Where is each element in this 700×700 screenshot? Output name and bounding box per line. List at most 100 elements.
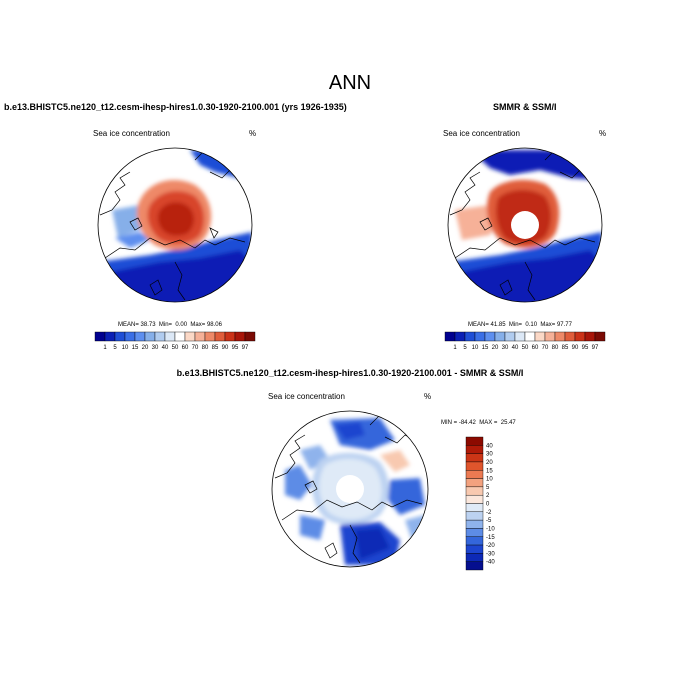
- panel3-colorbar-tick-label: -15: [486, 535, 495, 541]
- panel3-colorbar-tick-label: 10: [486, 477, 493, 483]
- panel2-colorbar-tick-label: 80: [552, 345, 559, 351]
- panel3-colorbar-tick-label: 0: [486, 502, 490, 508]
- panel1-colorbar-tick-label: 60: [182, 345, 189, 351]
- panel2-colorbar-tick-label: 1: [453, 345, 457, 351]
- panel1-colorbar-tick-label: 95: [232, 345, 239, 351]
- panel3-colorbar-tick-label: -2: [486, 510, 492, 516]
- panel2-colorbar-tick-label: 97: [592, 345, 599, 351]
- panel3-colorbar-swatch: [465, 445, 484, 454]
- panel2-colorbar: 1 5 10 15 20 30 40 50 60 70 80 85 90 95 97: [444, 331, 606, 351]
- panel2-colorbar-swatch: [454, 331, 466, 342]
- panel1-colorbar-tick-label: 30: [152, 345, 159, 351]
- panel3-colorbar-swatch: [465, 553, 484, 562]
- panel1-colorbar-tick-label: 80: [202, 345, 209, 351]
- panel1-colorbar-swatch: [134, 331, 146, 342]
- panel3-title: b.e13.BHISTC5.ne120_t12.cesm-ihesp-hires…: [176, 368, 524, 378]
- panel1-colorbar-tick-label: 1: [103, 345, 107, 351]
- panel2-map: [448, 148, 602, 302]
- panel1-colorbar-swatch: [194, 331, 206, 342]
- panel3-colorbar-swatch: [465, 561, 484, 571]
- panel2-colorbar-swatch: [504, 331, 516, 342]
- panel3-colorbar-swatch: [465, 544, 484, 554]
- panel3-colorbar-tick-label: -5: [486, 518, 492, 524]
- panel3-colorbar-tick-label: 30: [486, 452, 493, 458]
- panel2-colorbar-tick-label: 20: [492, 345, 499, 351]
- panel1-stats: MEAN= 38.73 Min= 0.00 Max= 98.06: [118, 322, 222, 328]
- panel3-map: [272, 411, 428, 567]
- panel2-colorbar-swatch: [494, 331, 506, 342]
- panel3-left-label: Sea ice concentration: [268, 392, 345, 401]
- panel2-colorbar-tick-label: 50: [522, 345, 529, 351]
- panel3-colorbar-swatch: [465, 436, 484, 446]
- panel2-colorbar-tick-label: 90: [572, 345, 579, 351]
- panel2-colorbar-tick-label: 70: [542, 345, 549, 351]
- panel2-colorbar-swatch: [514, 331, 526, 342]
- panel3-pole-hole: [336, 475, 364, 503]
- panel2-colorbar-tick-label: 95: [582, 345, 589, 351]
- panel2-colorbar-swatch: [584, 331, 596, 342]
- panel1-map-border: [97, 147, 253, 303]
- panel2-colorbar-tick-label: 60: [532, 345, 539, 351]
- panel1-colorbar-tick-label: 5: [113, 345, 117, 351]
- panel2-colorbar-swatch: [484, 331, 496, 342]
- panel1-colorbar-swatch: [214, 331, 226, 342]
- panel2-colorbar-tick-label: 10: [472, 345, 479, 351]
- panel2-colorbar-swatch: [534, 331, 546, 342]
- panel1-colorbar-tick-label: 15: [132, 345, 139, 351]
- panel1-colorbar-swatch: [124, 331, 136, 342]
- panel1-colorbar-swatch: [164, 331, 176, 342]
- panel1-colorbar-tick-label: 40: [162, 345, 169, 351]
- panel2-colorbar-swatch: [564, 331, 576, 342]
- panel1-colorbar-swatch: [154, 331, 166, 342]
- panel1-map: [98, 148, 252, 302]
- panel3-colorbar-tick-label: 40: [486, 443, 493, 449]
- panel2-left-label: Sea ice concentration: [443, 129, 520, 138]
- panel1-colorbar-tick-label: 97: [242, 345, 249, 351]
- panel2-colorbar-swatch: [474, 331, 486, 342]
- panel2-colorbar-swatch: [574, 331, 586, 342]
- panel3-colorbar-tick-label: -10: [486, 526, 495, 532]
- panel3-colorbar-tick-label: -40: [486, 560, 495, 566]
- panel3-stats: MIN = -84.42 MAX = 25.47: [441, 420, 516, 426]
- panel3-colorbar-tick-label: -30: [486, 551, 495, 557]
- panel1-colorbar-tick-label: 90: [222, 345, 229, 351]
- panel1-title: b.e13.BHISTC5.ne120_t12.cesm-ihesp-hires…: [4, 102, 347, 112]
- panel2-colorbar-swatch: [464, 331, 476, 342]
- panel3-colorbar-tick-label: 2: [486, 493, 490, 499]
- panel2-colorbar-tick-label: 40: [512, 345, 519, 351]
- panel3-colorbar-tick-label: 5: [486, 485, 490, 491]
- panel1-left-label: Sea ice concentration: [93, 129, 170, 138]
- panel3-colorbar-swatch: [465, 478, 484, 488]
- panel1-colorbar-swatch: [224, 331, 236, 342]
- panel3-colorbar-swatch: [465, 511, 484, 521]
- panel3-unit: %: [424, 392, 432, 401]
- panel2-colorbar-tick-label: 85: [562, 345, 569, 351]
- panel1-colorbar-swatch: [244, 331, 256, 342]
- panel3-colorbar-tick-label: 20: [486, 460, 493, 466]
- panel2-unit: %: [599, 129, 607, 138]
- panel3-colorbar-swatch: [465, 536, 484, 546]
- panel3-map-border: [271, 410, 429, 568]
- panel2-colorbar-swatch: [544, 331, 556, 342]
- panel3-colorbar-swatch: [465, 461, 484, 471]
- panel3-colorbar-tick-label: -20: [486, 543, 495, 549]
- panel1-colorbar-swatch: [204, 331, 216, 342]
- panel1-colorbar-swatch: [104, 331, 116, 342]
- panel2-stats: MEAN= 41.85 Min= 0.10 Max= 97.77: [468, 322, 572, 328]
- panel1-colorbar: 1 5 10 15 20 30 40 50 60 70 80 85 90 95 97: [94, 331, 256, 351]
- figure-title: ANN: [328, 72, 372, 94]
- panel2-colorbar-swatch: [594, 331, 606, 342]
- panel2-colorbar-swatch: [524, 331, 536, 342]
- panel3-colorbar-swatch: [465, 503, 484, 513]
- panel2-colorbar-tick-label: 30: [502, 345, 509, 351]
- panel1-colorbar-tick-label: 50: [172, 345, 179, 351]
- panel3-colorbar-tick-label: 15: [486, 468, 493, 474]
- panel2-colorbar-tick-label: 15: [482, 345, 489, 351]
- panel2-colorbar-tick-label: 5: [463, 345, 467, 351]
- panel2-colorbar-swatch: [554, 331, 566, 342]
- panel1-colorbar-tick-label: 85: [212, 345, 219, 351]
- panel1-colorbar-swatch: [144, 331, 156, 342]
- panel2-colorbar-swatch: [444, 331, 456, 342]
